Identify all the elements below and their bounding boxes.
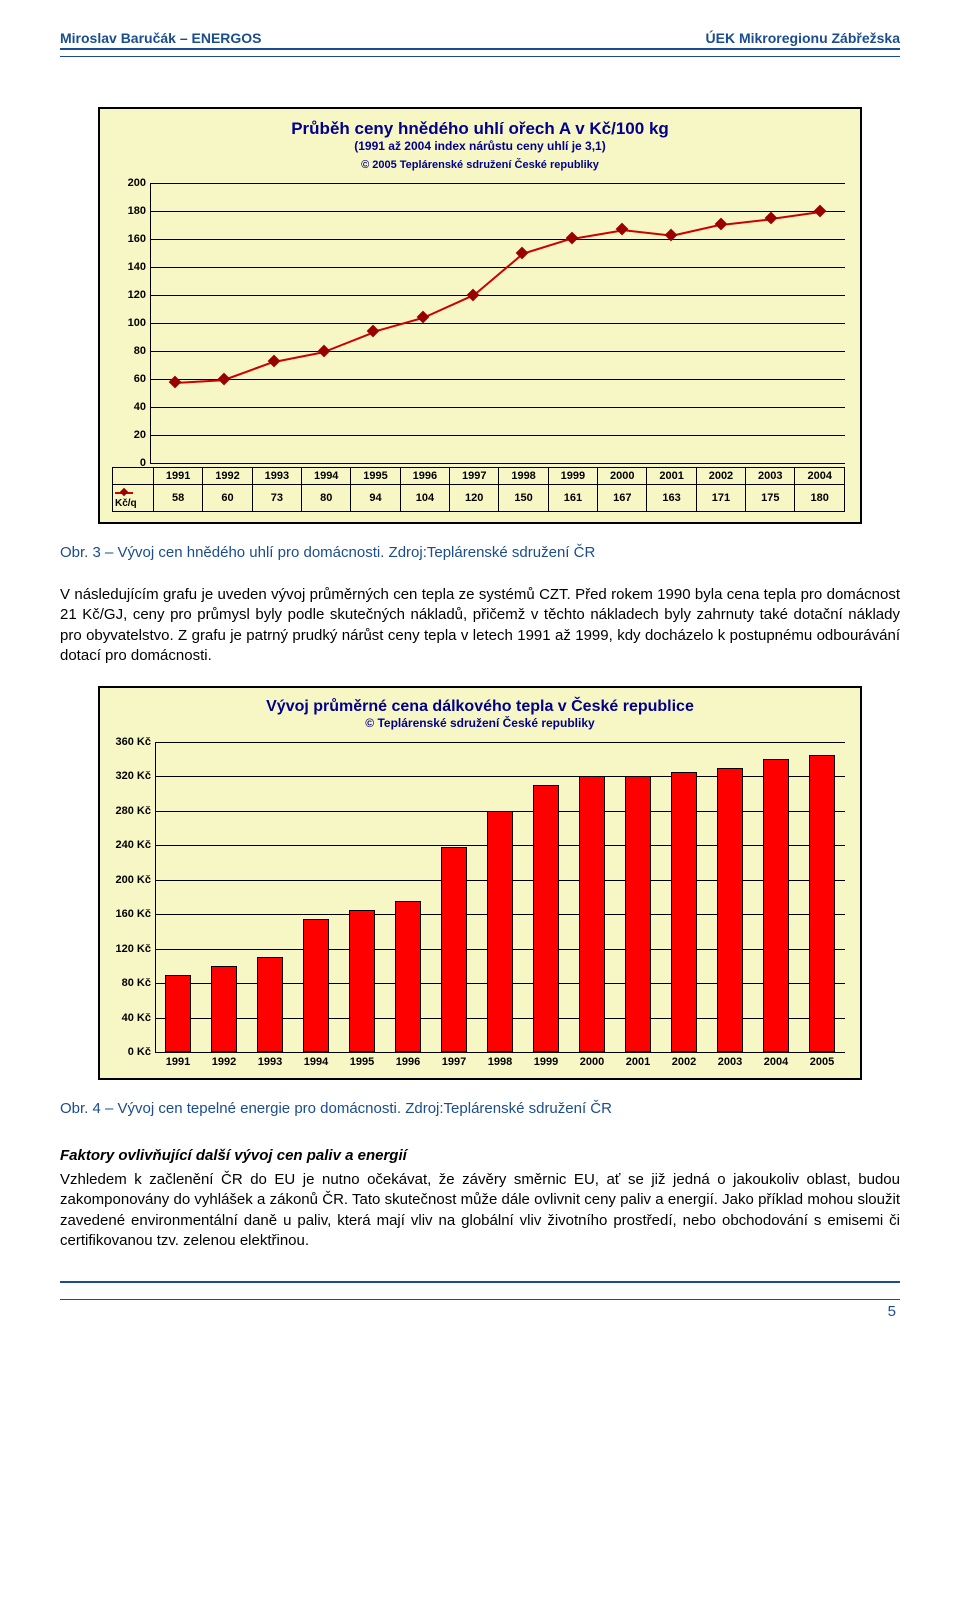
chart2-ylabel: 240 Kč (116, 839, 155, 851)
header-left: Miroslav Baručák – ENERGOS (60, 30, 262, 46)
chart2-bar (349, 910, 374, 1052)
chart2-xlabel: 2002 (661, 1056, 707, 1068)
chart2-ylabel: 0 Kč (128, 1046, 155, 1058)
chart2-xlabel: 2000 (569, 1056, 615, 1068)
footer-rule: 5 (60, 1281, 900, 1320)
paragraph-2: Vzhledem k začlenění ČR do EU je nutno o… (60, 1170, 900, 1251)
chart2-ylabel: 160 Kč (116, 908, 155, 920)
chart1-ylabel: 20 (134, 429, 150, 441)
chart2-ylabel: 40 Kč (122, 1012, 155, 1024)
chart2-xlabel: 1993 (247, 1056, 293, 1068)
chart2-ylabel: 200 Kč (116, 874, 155, 886)
header-right: ÚEK Mikroregionu Zábřežska (706, 30, 901, 46)
chart2-ylabel: 280 Kč (116, 805, 155, 817)
chart1-ylabel: 200 (128, 177, 150, 189)
chart1-title: Průběh ceny hnědého uhlí ořech A v Kč/10… (110, 119, 850, 139)
chart2-bar (625, 776, 650, 1052)
chart1-ylabel: 180 (128, 205, 150, 217)
chart2-bar (257, 957, 282, 1052)
chart-heat-price: Vývoj průměrné cena dálkového tepla v Če… (98, 686, 862, 1080)
chart2-bar (487, 811, 512, 1052)
chart1-ylabel: 60 (134, 373, 150, 385)
chart2-bar (211, 966, 236, 1052)
chart1-ylabel: 40 (134, 401, 150, 413)
chart2-bar (763, 759, 788, 1052)
chart1-subtitle: (1991 až 2004 index nárůstu ceny uhlí je… (110, 139, 850, 153)
header-rule (60, 56, 900, 57)
chart2-xlabel: 1991 (155, 1056, 201, 1068)
paragraph-1: V následujícím grafu je uveden vývoj prů… (60, 585, 900, 666)
chart1-ylabel: 100 (128, 317, 150, 329)
chart2-title: Vývoj průměrné cena dálkového tepla v Če… (110, 698, 850, 716)
chart2-ylabel: 360 Kč (116, 736, 155, 748)
chart2-bar (671, 772, 696, 1052)
chart2-xlabel: 2005 (799, 1056, 845, 1068)
chart2-xlabel: 2003 (707, 1056, 753, 1068)
caption-chart2: Obr. 4 – Vývoj cen tepelné energie pro d… (60, 1100, 900, 1117)
chart2-xlabel: 1997 (431, 1056, 477, 1068)
chart2-xlabel: 1998 (477, 1056, 523, 1068)
chart2-bar (809, 755, 834, 1052)
chart2-bar (533, 785, 558, 1052)
page-number: 5 (60, 1299, 900, 1320)
chart2-copyright: © Teplárenské sdružení České republiky (110, 716, 850, 730)
chart1-ylabel: 140 (128, 261, 150, 273)
chart2-bar (441, 847, 466, 1052)
chart1-plot-area: 020406080100120140160180200 (150, 183, 845, 463)
chart2-ylabel: 80 Kč (122, 977, 155, 989)
chart2-ylabel: 320 Kč (116, 770, 155, 782)
chart2-bar (303, 919, 328, 1052)
chart1-data-table: 1991199219931994199519961997199819992000… (112, 467, 845, 512)
chart2-ylabel: 120 Kč (116, 943, 155, 955)
chart1-ylabel: 120 (128, 289, 150, 301)
chart1-copyright: © 2005 Teplárenské sdružení České republ… (110, 159, 850, 171)
chart2-bar (395, 901, 420, 1052)
chart1-ylabel: 0 (140, 457, 150, 469)
chart1-ylabel: 160 (128, 233, 150, 245)
chart2-xlabel: 1996 (385, 1056, 431, 1068)
chart-coal-price: Průběh ceny hnědého uhlí ořech A v Kč/10… (98, 107, 862, 524)
chart2-bar (717, 768, 742, 1052)
chart1-ylabel: 80 (134, 345, 150, 357)
chart2-bar (579, 776, 604, 1052)
chart2-bar (165, 975, 190, 1053)
chart2-xlabel: 1995 (339, 1056, 385, 1068)
chart2-plot-area: 0 Kč40 Kč80 Kč120 Kč160 Kč200 Kč240 Kč28… (155, 742, 845, 1052)
chart2-xlabel: 1992 (201, 1056, 247, 1068)
chart2-xlabel: 1994 (293, 1056, 339, 1068)
chart2-xlabel: 2004 (753, 1056, 799, 1068)
chart2-xlabel: 1999 (523, 1056, 569, 1068)
section-heading: Faktory ovlivňující další vývoj cen pali… (60, 1147, 900, 1164)
caption-chart1: Obr. 3 – Vývoj cen hnědého uhlí pro domá… (60, 544, 900, 561)
chart2-xlabels: 1991199219931994199519961997199819992000… (155, 1056, 845, 1068)
chart2-xlabel: 2001 (615, 1056, 661, 1068)
